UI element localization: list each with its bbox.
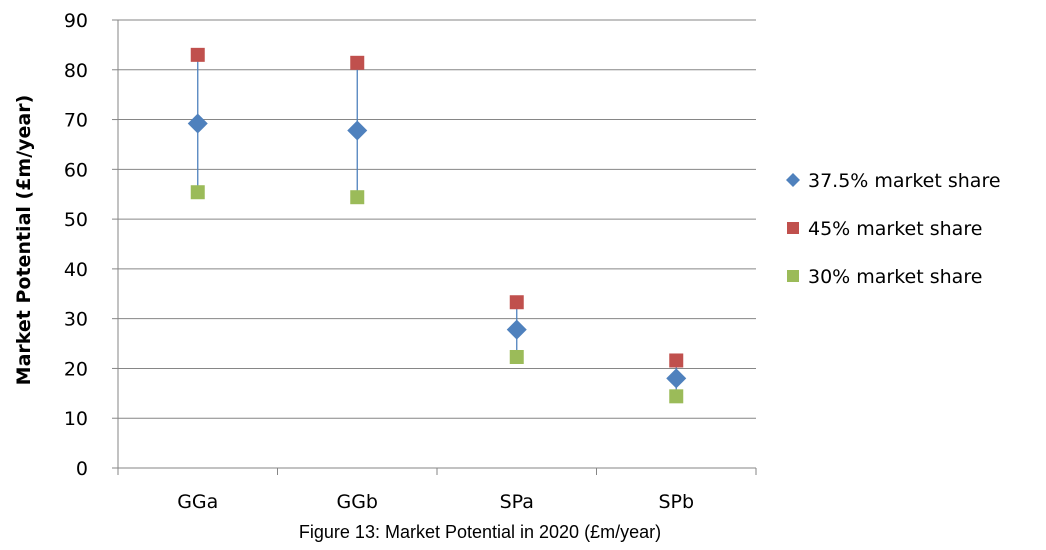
- marker-45pct: [350, 55, 365, 70]
- marker-37-5pct: [666, 368, 687, 389]
- x-tick-label: SPb: [658, 491, 694, 513]
- x-tick-label: GGb: [336, 491, 378, 513]
- y-axis-title: Market Potential (£m/year): [13, 95, 35, 386]
- marker-30pct: [669, 389, 684, 404]
- y-tick-label: 90: [64, 10, 88, 32]
- markers: [187, 47, 687, 404]
- y-tick-label: 70: [64, 110, 88, 132]
- marker-30pct: [350, 190, 365, 205]
- error-bars: [197, 54, 677, 397]
- y-tick-label: 50: [64, 209, 88, 231]
- x-tick-label: GGa: [177, 491, 218, 513]
- y-tick-label: 10: [64, 408, 88, 430]
- x-tick-labels: GGa GGb SPa SPb: [177, 491, 694, 513]
- marker-37-5pct: [506, 319, 527, 340]
- marker-30pct: [509, 349, 524, 364]
- marker-37-5pct: [187, 113, 208, 134]
- legend-marker: [786, 173, 800, 187]
- y-tick-label: 0: [76, 458, 88, 480]
- chart: 0 10 20 30 40 50 60 70 80 90 GGa GGb SPa SPb Market …: [13, 10, 1001, 513]
- figure-caption: Figure 13: Market Potential in 2020 (£m/…: [298, 522, 662, 542]
- y-tick-labels: 0 10 20 30 40 50 60 70 80 90: [64, 10, 88, 480]
- marker-30pct: [190, 185, 205, 200]
- legend-marker: [787, 222, 799, 234]
- legend-label: 37.5% market share: [808, 170, 1001, 192]
- marker-45pct: [669, 353, 684, 368]
- marker-45pct: [509, 295, 524, 310]
- marker-45pct: [190, 47, 205, 62]
- legend-marker: [787, 270, 799, 282]
- legend-label: 45% market share: [808, 218, 982, 240]
- y-tick-label: 40: [64, 259, 88, 281]
- x-tick-label: SPa: [500, 491, 534, 513]
- axes: [112, 19, 757, 475]
- legend: 37.5% market share 45% market share 30% ma…: [786, 170, 1001, 288]
- y-tick-label: 60: [64, 159, 88, 181]
- y-tick-label: 30: [64, 309, 88, 331]
- legend-label: 30% market share: [808, 266, 982, 288]
- gridlines: [118, 19, 756, 419]
- y-tick-label: 80: [64, 60, 88, 82]
- y-tick-label: 20: [64, 358, 88, 380]
- marker-37-5pct: [347, 120, 368, 141]
